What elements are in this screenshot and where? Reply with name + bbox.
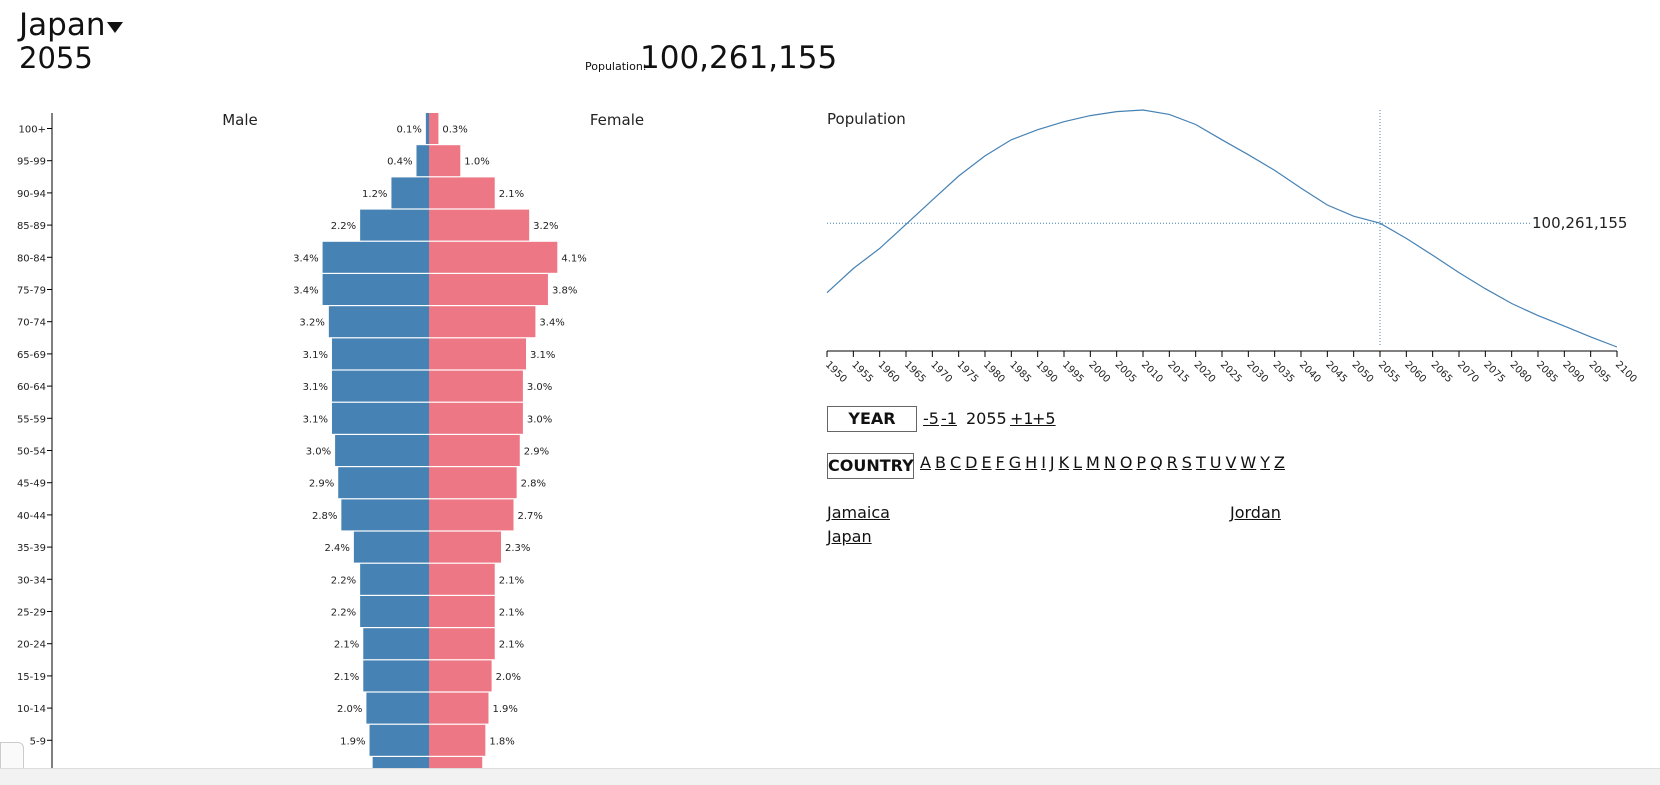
x-tick-label: 1950 [823,359,849,385]
letter-link-y[interactable]: Y [1260,453,1270,472]
letter-link-i[interactable]: I [1041,453,1046,472]
letter-link-u[interactable]: U [1210,453,1222,472]
country-link-jamaica[interactable]: Jamaica [827,503,890,522]
year-plus5-link[interactable]: +5 [1032,409,1056,428]
year-minus1-link[interactable]: -1 [941,409,957,428]
scroll-corner-handle[interactable] [0,742,24,770]
x-tick-label: 2065 [1429,359,1455,385]
letter-link-m[interactable]: M [1086,453,1100,472]
x-tick-label: 2100 [1613,359,1639,385]
country-link-japan[interactable]: Japan [827,527,872,546]
x-tick-label: 2070 [1455,359,1481,385]
x-tick-label: 2020 [1192,359,1218,385]
x-tick-label: 2050 [1350,359,1376,385]
x-tick-label: 1960 [876,359,902,385]
x-tick-label: 2060 [1402,359,1428,385]
x-tick-label: 2045 [1323,359,1349,385]
x-tick-label: 2005 [1113,359,1139,385]
x-tick-label: 1965 [902,359,928,385]
population-line [827,110,1617,347]
x-tick-label: 2030 [1244,359,1270,385]
letter-link-z[interactable]: Z [1274,453,1285,472]
letter-link-k[interactable]: K [1059,453,1070,472]
x-tick-label: 2010 [1139,359,1165,385]
alphabet-filter: ABCDEFGHIJKLMNOPQRSTUVWYZ [920,453,1289,472]
letter-link-q[interactable]: Q [1150,453,1163,472]
x-tick-label: 1955 [849,359,875,385]
x-tick-label: 2095 [1587,359,1613,385]
highlight-value-label: 100,261,155 [1532,214,1627,232]
letter-link-e[interactable]: E [981,453,991,472]
letter-link-j[interactable]: J [1050,453,1055,472]
x-tick-label: 1995 [1060,359,1086,385]
x-tick-label: 2015 [1165,359,1191,385]
x-tick-label: 1970 [928,359,954,385]
current-year: 2055 [966,409,1007,428]
year-plus1-link[interactable]: +1 [1010,409,1034,428]
letter-link-o[interactable]: O [1120,453,1133,472]
country-button[interactable]: COUNTRY [827,453,914,479]
letter-link-n[interactable]: N [1104,453,1116,472]
letter-link-d[interactable]: D [965,453,977,472]
letter-link-b[interactable]: B [935,453,946,472]
letter-link-v[interactable]: V [1225,453,1236,472]
x-tick-label: 1985 [1007,359,1033,385]
letter-link-t[interactable]: T [1196,453,1206,472]
x-tick-label: 1990 [1034,359,1060,385]
x-tick-label: 2085 [1534,359,1560,385]
x-tick-label: 2035 [1271,359,1297,385]
year-minus5-link[interactable]: -5 [923,409,939,428]
letter-link-f[interactable]: F [996,453,1005,472]
horizontal-scrollbar[interactable] [0,768,1660,785]
letter-link-r[interactable]: R [1167,453,1178,472]
x-tick-label: 2025 [1218,359,1244,385]
country-link-jordan[interactable]: Jordan [1230,503,1281,522]
x-tick-label: 2055 [1376,359,1402,385]
letter-link-g[interactable]: G [1009,453,1021,472]
year-button[interactable]: YEAR [827,406,917,432]
x-tick-label: 2090 [1560,359,1586,385]
letter-link-s[interactable]: S [1182,453,1192,472]
letter-link-l[interactable]: L [1073,453,1082,472]
x-tick-label: 1980 [981,359,1007,385]
x-tick-label: 2075 [1481,359,1507,385]
line-chart-title: Population [827,110,906,128]
x-tick-label: 1975 [955,359,981,385]
letter-link-w[interactable]: W [1240,453,1256,472]
letter-link-h[interactable]: H [1025,453,1037,472]
letter-link-c[interactable]: C [950,453,961,472]
x-tick-label: 2080 [1508,359,1534,385]
x-tick-label: 2000 [1086,359,1112,385]
letter-link-a[interactable]: A [920,453,931,472]
x-tick-label: 2040 [1297,359,1323,385]
letter-link-p[interactable]: P [1136,453,1146,472]
